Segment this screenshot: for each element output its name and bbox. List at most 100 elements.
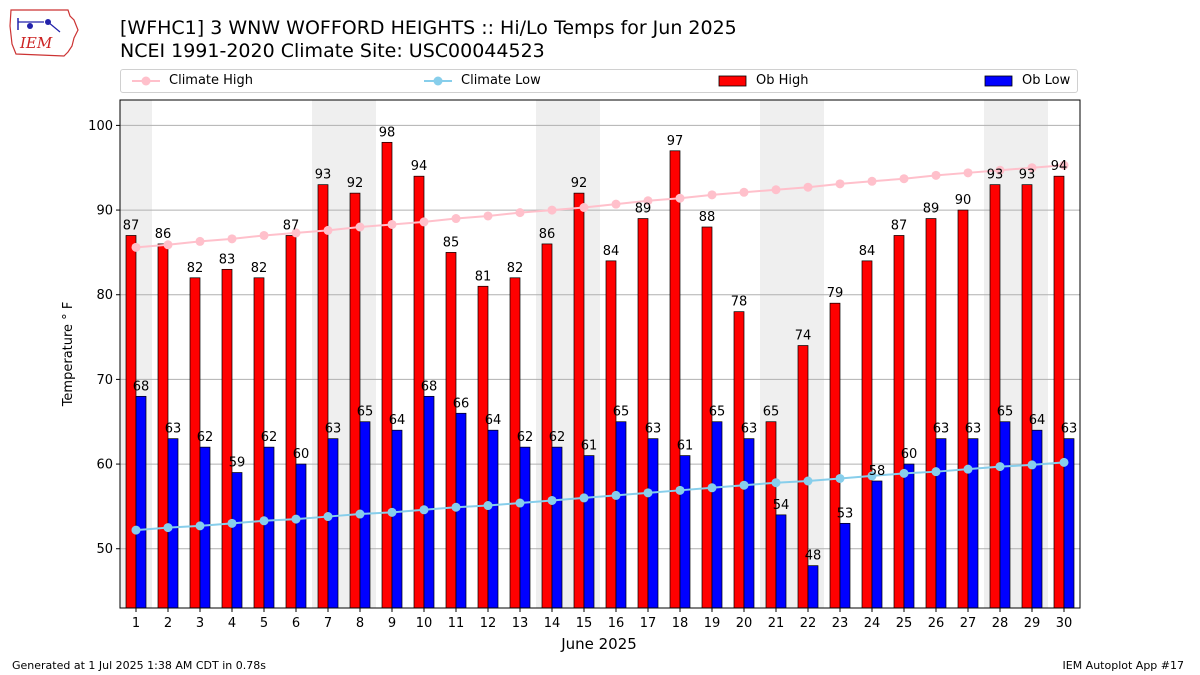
- bar-high-22: [797, 345, 809, 609]
- label-low-27: 63: [965, 422, 982, 437]
- climate-low-point-21: [771, 478, 781, 488]
- bar-low-2: [167, 438, 179, 609]
- climate-low-point-28: [995, 462, 1005, 472]
- x-tick-label-4: 4: [228, 616, 236, 631]
- x-tick-label-25: 25: [896, 616, 913, 631]
- climate-low-point-10: [419, 505, 429, 515]
- climate-low-point-7: [323, 512, 333, 522]
- label-low-7: 63: [325, 422, 342, 437]
- label-low-13: 62: [517, 430, 534, 445]
- footer-app: IEM Autoplot App #17: [1062, 659, 1185, 672]
- x-tick-label-22: 22: [800, 616, 817, 631]
- climate-low-point-14: [547, 495, 557, 505]
- weekend-shade-day-21: [760, 100, 792, 608]
- label-high-20: 78: [731, 295, 748, 310]
- label-high-27: 90: [955, 193, 972, 208]
- label-high-22: 74: [795, 329, 812, 344]
- bar-high-23: [829, 302, 841, 609]
- bar-low-7: [327, 438, 339, 609]
- climate-low-point-25: [899, 468, 909, 478]
- label-high-4: 83: [219, 252, 236, 267]
- climate-low-point-24: [867, 471, 877, 481]
- bar-low-19: [711, 421, 723, 609]
- x-tick-label-10: 10: [416, 616, 433, 631]
- bar-high-30: [1053, 175, 1065, 609]
- x-tick-label-13: 13: [512, 616, 529, 631]
- climate-high-point-4: [227, 234, 237, 244]
- label-low-23: 53: [837, 506, 854, 521]
- label-high-17: 89: [635, 202, 652, 217]
- label-low-22: 48: [805, 549, 822, 564]
- bar-high-29: [1021, 184, 1033, 609]
- label-high-7: 93: [315, 168, 332, 183]
- bar-high-1: [125, 235, 137, 609]
- climate-low-point-5: [259, 516, 269, 526]
- climate-high-point-22: [803, 182, 813, 192]
- x-tick-label-11: 11: [448, 616, 465, 631]
- legend-climate-high: Climate High: [131, 73, 253, 88]
- climate-high-point-1: [131, 242, 141, 252]
- grid-lines: [120, 124, 1080, 550]
- bar-low-10: [423, 395, 435, 609]
- bar-high-24: [861, 260, 873, 609]
- x-tick-label-16: 16: [608, 616, 625, 631]
- bar-low-28: [999, 421, 1011, 609]
- bar-high-10: [413, 175, 425, 609]
- climate-high-point-9: [387, 219, 397, 229]
- climate-high-point-28: [995, 165, 1005, 175]
- weekend-shading: [120, 100, 1048, 608]
- label-high-25: 87: [891, 218, 908, 233]
- weekend-shade-day-29: [1016, 100, 1048, 608]
- climate-high-point-5: [259, 230, 269, 240]
- bar-low-17: [647, 438, 659, 609]
- label-high-6: 87: [283, 218, 300, 233]
- bar-high-17: [637, 218, 649, 609]
- climate-high-point-2: [163, 240, 173, 250]
- bar-low-12: [487, 429, 499, 609]
- label-high-10: 94: [411, 159, 428, 174]
- label-high-30: 94: [1051, 159, 1068, 174]
- label-low-25: 60: [901, 447, 918, 462]
- label-high-1: 87: [123, 218, 140, 233]
- bar-high-8: [349, 192, 361, 609]
- label-high-18: 97: [667, 134, 684, 149]
- label-high-19: 88: [699, 210, 716, 225]
- bar-low-24: [871, 480, 883, 609]
- label-high-16: 84: [603, 244, 620, 259]
- x-tick-label-18: 18: [672, 616, 689, 631]
- x-tick-label-19: 19: [704, 616, 721, 631]
- x-tick-label-20: 20: [736, 616, 753, 631]
- bar-high-27: [957, 209, 969, 609]
- bar-low-22: [807, 565, 819, 609]
- climate-high-line: [135, 164, 1065, 249]
- bar-high-18: [669, 150, 681, 609]
- climate-low-point-1: [131, 525, 141, 535]
- label-low-20: 63: [741, 422, 758, 437]
- bar-low-15: [583, 455, 595, 609]
- x-tick-label-14: 14: [544, 616, 561, 631]
- x-tick-label-27: 27: [960, 616, 977, 631]
- climate-low-point-11: [451, 502, 461, 512]
- iem-logo: IEM: [9, 9, 79, 57]
- weekend-shade-day-1: [120, 100, 152, 608]
- climate-low-point-6: [291, 514, 301, 524]
- climate-low-line: [135, 461, 1065, 532]
- bar-high-9: [381, 141, 393, 609]
- climate-high-point-18: [675, 193, 685, 203]
- label-low-1: 68: [133, 379, 150, 394]
- x-tick-label-26: 26: [928, 616, 945, 631]
- x-tick-label-7: 7: [324, 616, 332, 631]
- plot-frame: [119, 99, 1081, 609]
- legend-climate-low: Climate Low: [423, 73, 541, 88]
- climate-lines: [131, 160, 1069, 535]
- climate-high-point-19: [707, 190, 717, 200]
- climate-low-point-26: [931, 467, 941, 477]
- label-low-9: 64: [389, 413, 406, 428]
- x-tick-label-8: 8: [356, 616, 364, 631]
- bar-low-8: [359, 421, 371, 609]
- x-tick-label-23: 23: [832, 616, 849, 631]
- label-high-24: 84: [859, 244, 876, 259]
- climate-low-point-20: [739, 480, 749, 490]
